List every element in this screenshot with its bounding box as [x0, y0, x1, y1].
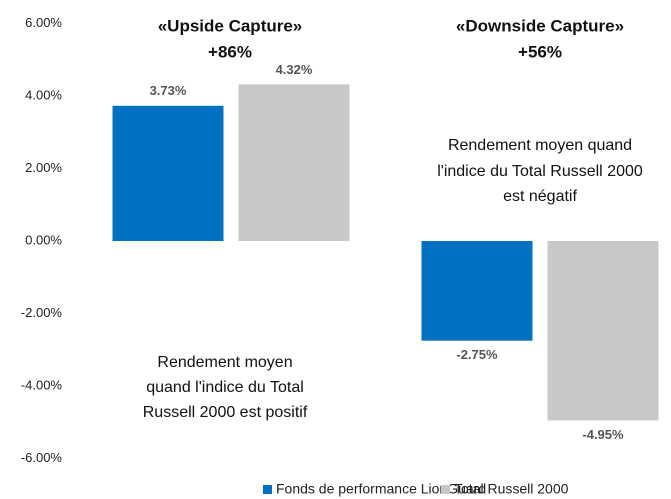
y-tick-label: 2.00% — [25, 160, 62, 175]
y-tick-label: -6.00% — [21, 450, 63, 465]
annotation: Rendement moyen quand — [448, 137, 632, 154]
bar — [238, 84, 350, 242]
annotation: +86% — [208, 42, 252, 61]
annotation: «Downside Capture» — [456, 16, 624, 35]
annotation: est négatif — [503, 188, 577, 205]
y-tick-label: 0.00% — [25, 232, 62, 247]
legend-swatch — [263, 485, 272, 494]
value-label: -2.75% — [456, 347, 498, 362]
y-tick-label: 6.00% — [25, 15, 62, 30]
legend-swatch — [441, 485, 450, 494]
y-tick-label: 4.00% — [25, 87, 62, 102]
annotation: l'indice du Total Russell 2000 — [437, 163, 643, 180]
value-label: 4.32% — [276, 62, 313, 77]
annotation: «Upside Capture» — [158, 16, 303, 35]
annotation: Rendement moyen — [157, 354, 292, 371]
bar — [547, 241, 659, 421]
annotation: quand l'indice du Total — [146, 379, 304, 396]
annotation: Russell 2000 est positif — [143, 404, 308, 421]
value-label: 3.73% — [150, 83, 187, 98]
value-label: -4.95% — [582, 427, 624, 442]
legend-label: Total Russell 2000 — [454, 481, 569, 497]
y-tick-label: -4.00% — [21, 377, 63, 392]
y-tick-label: -2.00% — [21, 305, 63, 320]
legend-label: Fonds de performance LionGuard — [276, 481, 486, 497]
bar — [112, 105, 224, 241]
bar — [421, 241, 533, 341]
annotation: +56% — [518, 42, 562, 61]
